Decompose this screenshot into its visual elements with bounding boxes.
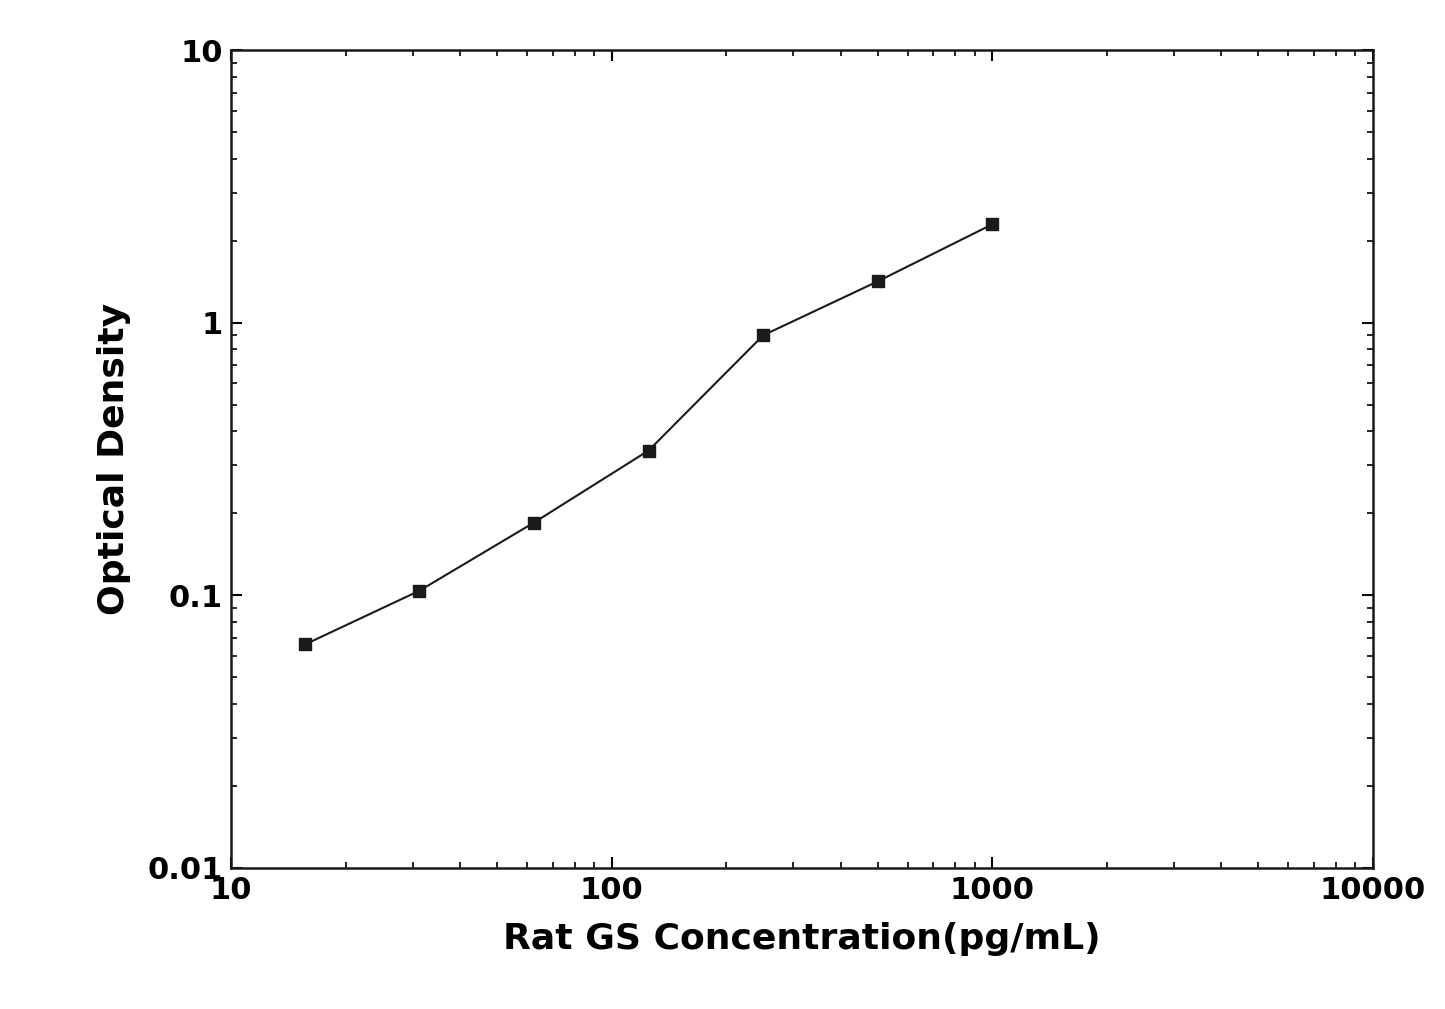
X-axis label: Rat GS Concentration(pg/mL): Rat GS Concentration(pg/mL) xyxy=(503,922,1101,956)
Y-axis label: Optical Density: Optical Density xyxy=(97,303,131,615)
